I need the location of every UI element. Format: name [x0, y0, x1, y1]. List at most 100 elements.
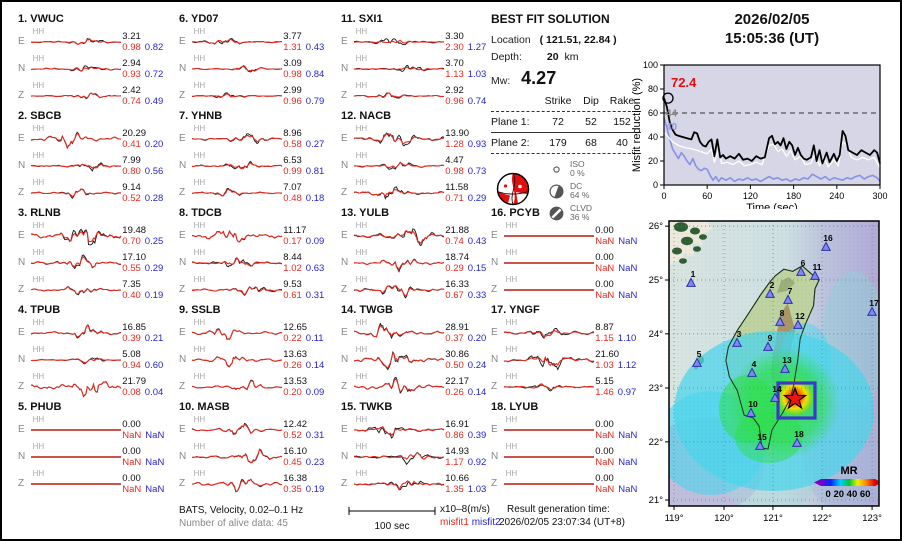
amplitude-value: 21.88 — [445, 224, 470, 236]
station-title: 6. YD07 — [179, 13, 219, 25]
misfit1-value: 0.80 — [122, 165, 141, 177]
trace-row-TDCB-E: E HH 11.17 0.17 0.09 — [179, 222, 331, 249]
amplitude-value: 21.79 — [122, 375, 147, 387]
svg-text:2: 2 — [770, 280, 775, 290]
channel-label: HH — [193, 248, 206, 257]
misfit1-value: 0.41 — [122, 138, 141, 150]
trace-values: 3.09 0.98 0.84 — [279, 58, 331, 80]
component-label: E — [179, 36, 186, 47]
svg-text:120: 120 — [743, 191, 758, 201]
channel-label: HH — [193, 415, 206, 424]
component-label: Z — [179, 284, 186, 295]
component-label: N — [179, 354, 187, 365]
component-label: N — [341, 160, 349, 171]
series-reference-white — [663, 131, 881, 169]
channel-label: HH — [32, 124, 45, 133]
trace-values: 3.21 0.98 0.82 — [118, 31, 170, 53]
misfit2-value: 0.49 — [144, 95, 164, 107]
waveform-plot — [30, 381, 122, 398]
location-value: ( 121.51, 22.84 ) — [539, 34, 617, 46]
amplitude-value: 28.91 — [445, 321, 470, 333]
component-label: N — [179, 63, 187, 74]
trace-values: 9.53 0.61 0.31 — [279, 279, 331, 301]
amplitude-value: 8.87 — [595, 321, 614, 333]
trace-row-YD07-N: N HH 3.09 0.98 0.84 — [179, 55, 331, 82]
misfit1-value: 0.74 — [445, 235, 464, 247]
component-label: Z — [179, 478, 186, 489]
station-block-SBCB: 2. SBCB E HH 20.29 0.41 0.20 N HH 7.99 0.80 0.56 Z H… — [18, 109, 170, 206]
station-block-PCYB: 16. PCYB E HH 0.00 NaN NaN N HH 0.00 NaN NaN Z HH 0.0… — [491, 206, 643, 303]
channel-label: HH — [355, 442, 368, 451]
channel-label: HH — [355, 345, 368, 354]
map-station-marker-5: 5 — [691, 349, 703, 367]
svg-text:240: 240 — [829, 191, 844, 201]
misfit2-value: 0.31 — [305, 289, 325, 301]
svg-text:13: 13 — [782, 355, 792, 365]
channel-label: HH — [193, 27, 206, 36]
component-label: E — [179, 133, 186, 144]
waveform-plot — [30, 286, 121, 296]
trace-values: 13.90 1.28 0.93 — [441, 128, 493, 150]
trace-values: 16.33 0.67 0.33 — [441, 279, 493, 301]
component-label: E — [341, 327, 348, 338]
station-title: 13. YULB — [341, 207, 390, 219]
trace-row-YNGF-N: N HH 21.60 1.03 1.12 — [491, 346, 643, 373]
waveform-plot — [503, 456, 594, 458]
waveform-plot — [191, 229, 282, 243]
channel-label: HH — [193, 221, 206, 230]
trace-row-LYUB-Z: Z HH 0.00 NaN NaN — [491, 470, 643, 497]
clvd-legend-item: CLVD 36 % — [549, 204, 592, 222]
station-block-RLNB: 3. RLNB E HH 19.48 0.70 0.25 N HH 17.10 0.55 0.29 Z… — [18, 206, 170, 303]
component-label: N — [341, 354, 349, 365]
trace-row-TPUB-Z: Z HH 21.79 0.08 0.04 — [18, 373, 170, 400]
map-station-marker-9: 9 — [762, 333, 774, 351]
misfit2-value: 0.79 — [305, 95, 325, 107]
amplitude-value: 3.30 — [445, 30, 464, 42]
channel-label: HH — [355, 54, 368, 63]
channel-label: HH — [32, 469, 45, 478]
channel-label: HH — [32, 178, 45, 187]
component-label: E — [179, 424, 186, 435]
station-title: 9. SSLB — [179, 304, 221, 316]
trace-row-SBCB-N: N HH 7.99 0.80 0.56 — [18, 152, 170, 179]
misfit1-value: 0.70 — [122, 235, 141, 247]
misfit2-value: 0.93 — [467, 138, 487, 150]
band-label: BATS, Velocity, 0.02–0.1 Hz — [179, 505, 304, 516]
channel-label: HH — [505, 345, 518, 354]
trace-values: 0.00 NaN NaN — [591, 419, 643, 441]
svg-text:40: 40 — [666, 122, 678, 133]
best-fit-solution-panel: BEST FIT SOLUTION Location ( 121.51, 22.… — [491, 12, 641, 226]
component-label: E — [491, 327, 498, 338]
trace-row-RLNB-N: N HH 17.10 0.55 0.29 — [18, 249, 170, 276]
amplitude-value: 13.63 — [283, 348, 308, 360]
channel-label: HH — [32, 248, 45, 257]
trace-row-YD07-Z: Z HH 2.99 0.96 0.79 — [179, 82, 331, 109]
amplitude-value: 0.00 — [595, 445, 614, 457]
trace-values: 16.85 0.39 0.21 — [118, 322, 170, 344]
lon-tick-label: 119° — [665, 513, 684, 524]
trace-values: 7.99 0.80 0.56 — [118, 155, 170, 177]
amplitude-value: 11.17 — [283, 224, 307, 236]
waveform-plot — [353, 258, 444, 273]
best-fit-title: BEST FIT SOLUTION — [491, 12, 610, 26]
station-title: 12. NACB — [341, 110, 392, 122]
trace-values: 19.48 0.70 0.25 — [118, 225, 170, 247]
trace-row-RLNB-Z: Z HH 7.35 0.40 0.19 — [18, 276, 170, 303]
waveform-plot — [353, 161, 444, 170]
result-time-value: 2026/02/05 23:07:34 (UT+8) — [499, 517, 625, 528]
trace-values: 8.44 1.02 0.63 — [279, 252, 331, 274]
trace-values: 3.70 1.13 1.03 — [441, 58, 493, 80]
channel-label: HH — [32, 415, 45, 424]
amplitude-value: 0.00 — [595, 224, 614, 236]
trace-row-PHUB-N: N HH 0.00 NaN NaN — [18, 443, 170, 470]
misfit2-value: 0.92 — [467, 456, 487, 468]
misfit2-value: 0.20 — [467, 332, 487, 344]
trace-values: 0.00 NaN NaN — [591, 252, 643, 274]
misfit2-value: 0.63 — [305, 262, 325, 274]
amplitude-value: 7.99 — [122, 154, 141, 166]
trace-values: 16.38 0.35 0.19 — [279, 473, 331, 495]
filter-footer: BATS, Velocity, 0.02–0.1 Hz Number of al… — [179, 504, 303, 530]
trace-values: 0.00 NaN NaN — [118, 473, 170, 495]
